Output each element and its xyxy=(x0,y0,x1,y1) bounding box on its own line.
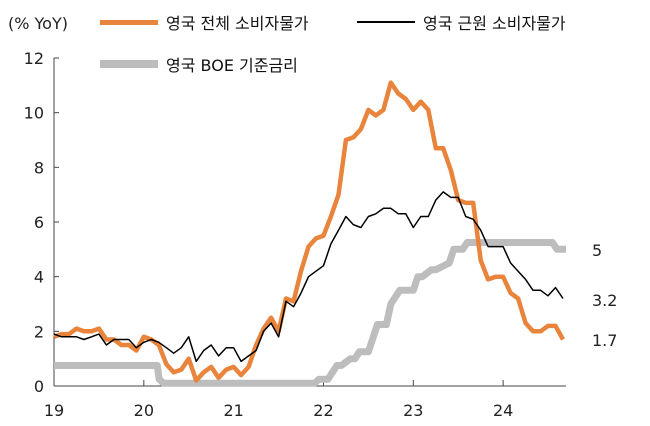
series-line-boe-rate xyxy=(54,239,566,387)
y-tick-label: 0 xyxy=(34,377,44,396)
y-tick-label: 8 xyxy=(34,158,44,177)
y-tick-label: 12 xyxy=(24,49,44,68)
x-tick-label: 19 xyxy=(44,401,64,420)
x-tick-label: 20 xyxy=(134,401,154,420)
legend-item-boe-rate: 영국 BOE 기준금리 xyxy=(100,52,298,76)
legend-label-headline-cpi: 영국 전체 소비자물가 xyxy=(166,14,309,33)
legend-label-boe-rate: 영국 BOE 기준금리 xyxy=(166,56,298,75)
series-line-core-cpi xyxy=(53,191,564,363)
x-tick-label: 23 xyxy=(403,401,423,420)
y-axis-unit-label: (% YoY) xyxy=(8,14,68,33)
legend-item-core-cpi: 영국 근원 소비자물가 xyxy=(357,10,566,34)
y-tick-label: 4 xyxy=(34,268,44,287)
legend-item-headline-cpi: 영국 전체 소비자물가 xyxy=(100,10,309,34)
legend-swatch-core-cpi xyxy=(357,21,415,23)
end-value-label: 5 xyxy=(592,241,602,260)
legend-swatch-boe-rate xyxy=(100,60,158,68)
y-tick-label: 6 xyxy=(34,213,44,232)
end-value-label: 1.7 xyxy=(592,331,617,350)
x-tick-label: 21 xyxy=(223,401,243,420)
y-tick-label: 2 xyxy=(34,322,44,341)
legend-label-core-cpi: 영국 근원 소비자물가 xyxy=(423,14,566,33)
x-tick-label: 24 xyxy=(493,401,513,420)
legend-swatch-headline-cpi xyxy=(100,19,158,25)
series-line-headline-cpi xyxy=(53,80,565,383)
y-tick-label: 10 xyxy=(24,104,44,123)
x-tick-label: 22 xyxy=(313,401,333,420)
end-value-label: 3.2 xyxy=(592,291,617,310)
